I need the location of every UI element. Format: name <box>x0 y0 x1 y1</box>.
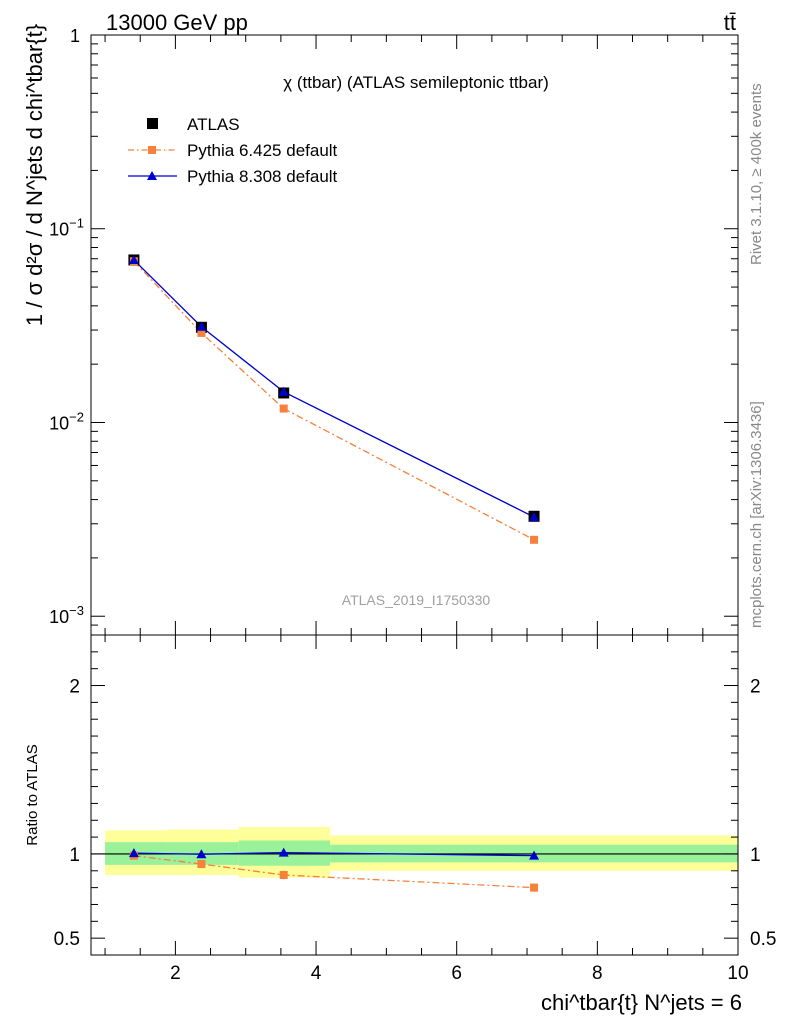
ratio-y-tick-label-left: 1 <box>69 845 80 866</box>
ratio-point-pythia8 <box>278 847 289 857</box>
analysis-watermark: ATLAS_2019_I1750330 <box>342 592 491 608</box>
legend-entry-atlas: ATLAS <box>147 115 240 134</box>
ratio-point-pythia6 <box>197 860 206 869</box>
plot-title: χ (ttbar) (ATLAS semileptonic ttbar) <box>283 73 549 92</box>
main-y-axis-label: 1 / σ d²σ / d N^jets d chi^tbar{t} <box>22 24 47 326</box>
x-tick-label: 4 <box>311 963 322 984</box>
x-tick-label: 2 <box>170 963 181 984</box>
process-label: tt̄ <box>724 10 736 35</box>
main-plot-panel: χ (ttbar) (ATLAS semileptonic ttbar) ATL… <box>22 24 739 636</box>
data-point-pythia6 <box>197 328 206 337</box>
x-tick-label: 6 <box>451 963 462 984</box>
legend-entry-pythia6: Pythia 6.425 default <box>128 141 338 160</box>
data-point-pythia8 <box>278 386 289 396</box>
data-point-pythia6 <box>279 404 288 413</box>
ratio-y-tick-label-right: 0.5 <box>750 929 776 950</box>
energy-label: 13000 GeV pp <box>106 10 248 35</box>
legend: ATLAS Pythia 6.425 default Pythia 8.308 … <box>128 115 338 186</box>
legend-label-atlas: ATLAS <box>187 115 240 134</box>
x-axis-label: chi^tbar{t} N^jets = 6 <box>541 990 742 1015</box>
ratio-plot-panel: 2 4 6 8 100.5 0.51 12 2 Ratio to ATLAS <box>24 634 776 984</box>
data-point-pythia6 <box>530 535 539 544</box>
legend-marker-atlas <box>147 118 158 129</box>
x-tick-label: 10 <box>727 963 748 984</box>
ratio-y-tick-label-left: 2 <box>69 677 80 698</box>
ratio-y-axis-label: Ratio to ATLAS <box>24 744 41 845</box>
series-line-pythia8 <box>133 259 535 518</box>
ratio-line-pythia6 <box>133 854 535 889</box>
ratio-point-pythia6 <box>279 871 288 879</box>
ratio-point-pythia8 <box>196 849 207 859</box>
ratio-line-pythia8 <box>133 851 535 857</box>
data-point-pythia8 <box>128 254 139 264</box>
legend-marker-pythia8 <box>147 171 157 180</box>
rivet-version-label: Rivet 3.1.10, ≥ 400k events <box>748 83 765 265</box>
data-point-pythia8 <box>529 512 540 522</box>
y-tick-label: 10−1 <box>49 216 84 240</box>
ratio-y-tick-label-left: 0.5 <box>54 929 80 950</box>
y-tick-label: 10−2 <box>49 409 84 433</box>
ratio-y-tick-label-right: 1 <box>750 845 761 866</box>
data-point-pythia8 <box>196 321 207 331</box>
ratio-y-tick-label-right: 2 <box>750 677 761 698</box>
y-tick-label: 1 <box>70 26 80 46</box>
ratio-point-pythia6 <box>530 883 539 892</box>
series-line-pythia6 <box>133 260 535 541</box>
y-tick-label: 10−3 <box>49 603 84 627</box>
legend-marker-pythia6 <box>148 146 156 154</box>
legend-label-pythia6: Pythia 6.425 default <box>187 141 338 160</box>
legend-label-pythia8: Pythia 8.308 default <box>187 167 338 186</box>
legend-entry-pythia8: Pythia 8.308 default <box>128 167 338 186</box>
ratio-point-pythia8 <box>128 848 139 858</box>
ratio-plot-frame <box>90 634 739 956</box>
ratio-point-pythia8 <box>529 850 540 860</box>
source-label: mcplots.cern.ch [arXiv:1306.3436] <box>748 401 765 628</box>
x-tick-label: 8 <box>592 963 603 984</box>
